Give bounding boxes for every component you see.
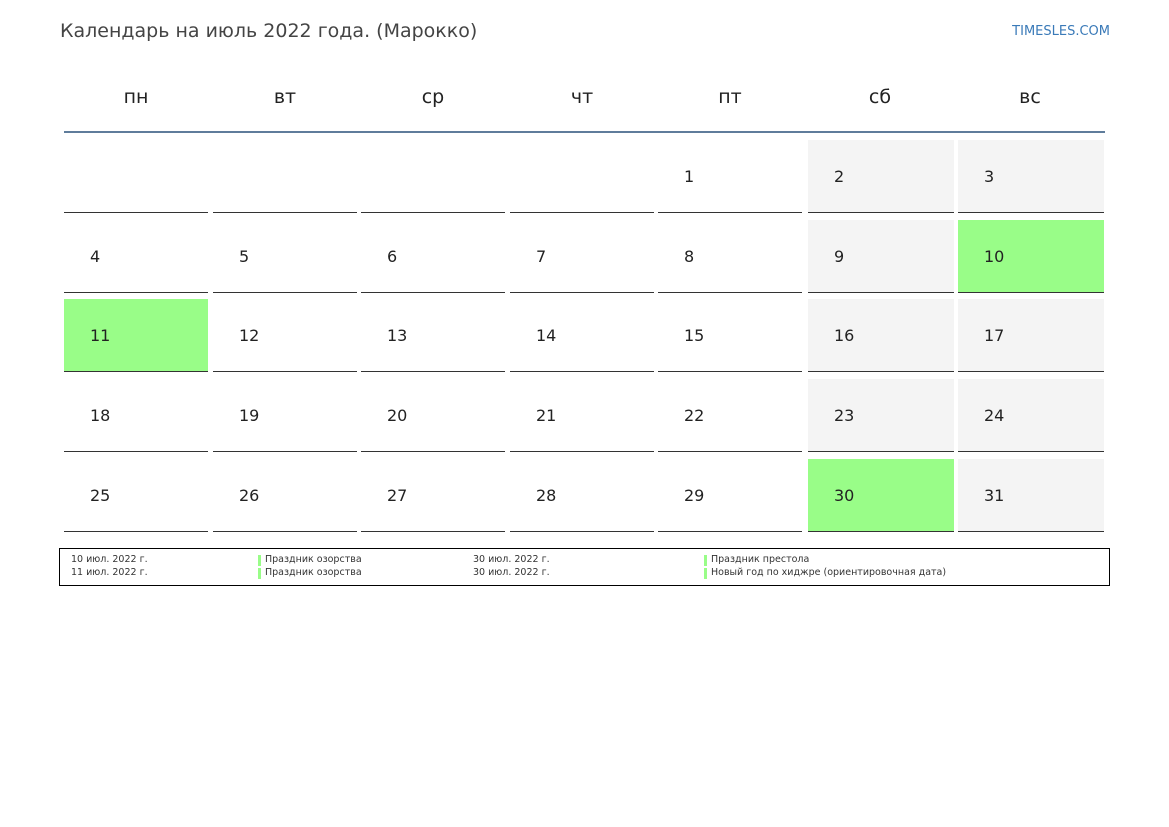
day-cell: 4 — [64, 220, 208, 293]
day-number: 31 — [984, 485, 1005, 505]
day-cell — [213, 140, 357, 213]
day-number: 23 — [834, 406, 855, 426]
holiday-marker — [258, 568, 261, 579]
day-cell: 22 — [658, 379, 802, 453]
holiday-name: Праздник престола — [711, 554, 810, 565]
day-number: 30 — [834, 485, 855, 505]
day-cell: 5 — [213, 220, 357, 293]
day-cell: 15 — [658, 299, 802, 373]
day-cell: 17 — [958, 299, 1104, 373]
day-cell: 1 — [658, 140, 802, 213]
weekday-label: пт — [718, 86, 742, 108]
day-cell: 2 — [808, 140, 954, 213]
day-number: 16 — [834, 326, 855, 346]
holiday-name: Новый год по хиджре (ориентировочная дат… — [711, 567, 947, 578]
day-cell — [64, 140, 208, 213]
day-number: 28 — [536, 485, 557, 505]
day-cell: 25 — [64, 459, 208, 532]
day-cell: 3 — [958, 140, 1104, 213]
day-number: 5 — [239, 246, 250, 266]
day-number: 8 — [684, 246, 695, 266]
holiday-date: 11 июл. 2022 г. — [71, 567, 148, 578]
weekday-label: ср — [421, 86, 445, 108]
day-cell: 14 — [510, 299, 654, 373]
holiday-marker — [704, 555, 707, 566]
day-number: 21 — [536, 406, 557, 426]
day-number: 20 — [387, 406, 408, 426]
holiday-marker — [704, 568, 707, 579]
day-number: 14 — [536, 326, 557, 346]
weekday-label: пн — [123, 86, 149, 108]
holiday-date: 10 июл. 2022 г. — [71, 554, 148, 565]
day-cell: 27 — [361, 459, 505, 532]
day-number: 3 — [984, 167, 995, 186]
holiday-marker — [258, 555, 261, 566]
day-number: 24 — [984, 406, 1005, 426]
day-cell: 12 — [213, 299, 357, 373]
day-cell: 9 — [808, 219, 954, 293]
legend-box: 10 июл. 2022 г. Праздник озорства 11 июл. … — [59, 548, 1110, 586]
day-cell: 24 — [958, 379, 1104, 453]
day-number: 6 — [387, 246, 398, 266]
holiday-name: Праздник озорства — [265, 554, 362, 565]
day-number: 29 — [684, 485, 705, 505]
day-number: 2 — [834, 167, 845, 186]
day-cell: 16 — [808, 299, 954, 373]
day-number: 7 — [536, 246, 547, 266]
day-number: 27 — [387, 485, 408, 505]
weekday-label: сб — [868, 86, 892, 108]
day-number: 9 — [834, 246, 845, 266]
day-number: 18 — [90, 406, 111, 426]
day-cell: 20 — [361, 379, 505, 453]
day-cell: 13 — [361, 299, 505, 373]
day-cell: 6 — [361, 220, 505, 293]
weekday-label: вс — [1019, 86, 1041, 108]
day-cell: 29 — [658, 459, 802, 532]
weekday-label: вт — [273, 86, 297, 108]
day-cell: 21 — [510, 379, 654, 453]
day-cell: 26 — [213, 459, 357, 532]
day-number: 12 — [239, 326, 260, 346]
day-cell — [361, 140, 505, 213]
day-cell: 31 — [958, 458, 1104, 532]
holiday-date: 30 июл. 2022 г. — [473, 554, 550, 565]
day-number: 4 — [90, 246, 101, 266]
weekday-label: чт — [570, 86, 594, 108]
day-cell: 23 — [808, 379, 954, 453]
day-number: 17 — [984, 326, 1005, 346]
day-number: 1 — [684, 167, 695, 186]
day-cell: 10 — [958, 219, 1104, 293]
header-rule — [64, 131, 1105, 133]
day-cell: 18 — [64, 379, 208, 453]
day-number: 10 — [984, 246, 1005, 266]
day-cell: 7 — [510, 220, 654, 293]
day-cell: 19 — [213, 379, 357, 453]
day-cell: 30 — [808, 458, 954, 532]
day-cell — [510, 140, 654, 213]
day-number: 13 — [387, 326, 408, 346]
day-cell: 28 — [510, 459, 654, 532]
day-number: 15 — [684, 326, 705, 346]
holiday-date: 30 июл. 2022 г. — [473, 567, 550, 578]
day-cell: 11 — [64, 299, 208, 373]
site-link[interactable]: TIMESLES.COM — [1012, 24, 1110, 39]
day-number: 22 — [684, 406, 705, 426]
day-number: 25 — [90, 485, 111, 505]
day-number: 19 — [239, 406, 260, 426]
day-number: 26 — [239, 485, 260, 505]
title: Календарь на июль 2022 года. (Марокко) — [60, 20, 478, 42]
day-number: 11 — [90, 326, 111, 346]
holiday-name: Праздник озорства — [265, 567, 362, 578]
day-cell: 8 — [658, 220, 802, 293]
